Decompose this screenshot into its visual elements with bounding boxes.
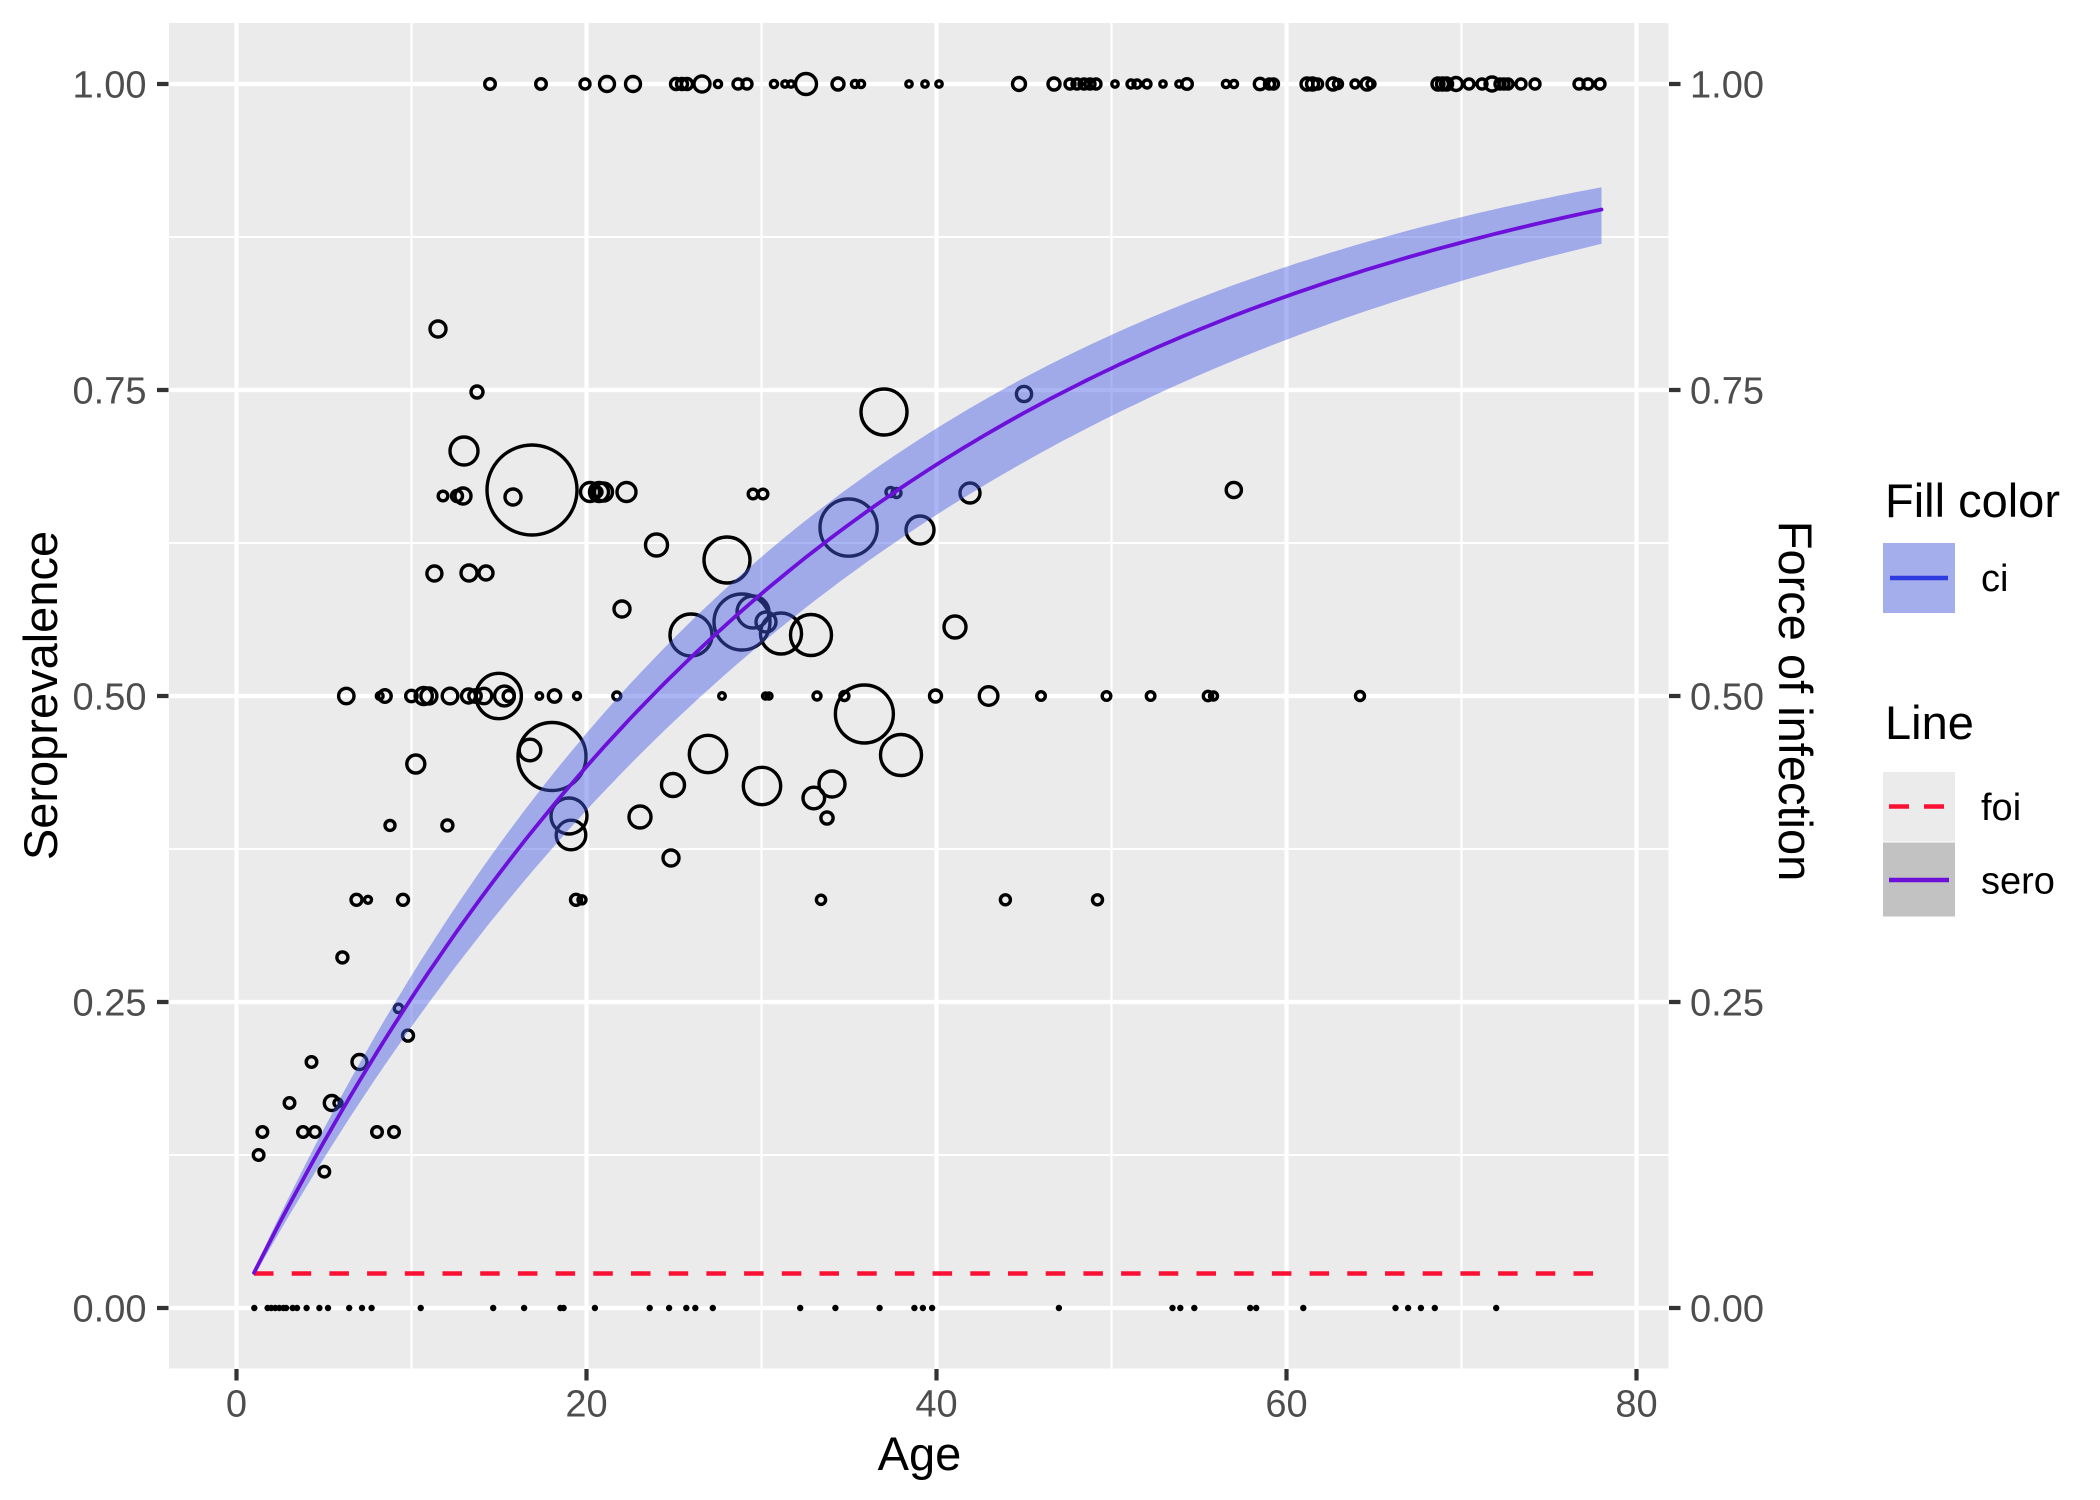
svg-text:1.00: 1.00	[73, 65, 147, 107]
svg-text:0.00: 0.00	[73, 1289, 147, 1331]
svg-text:0: 0	[226, 1384, 247, 1426]
svg-text:20: 20	[565, 1384, 607, 1426]
svg-text:0.00: 0.00	[1690, 1289, 1764, 1331]
svg-text:Fill color: Fill color	[1885, 474, 2060, 527]
svg-text:0.50: 0.50	[73, 677, 147, 719]
svg-text:0.25: 0.25	[73, 983, 147, 1025]
svg-text:0.50: 0.50	[1690, 677, 1764, 719]
svg-text:60: 60	[1265, 1384, 1307, 1426]
svg-text:1.00: 1.00	[1690, 65, 1764, 107]
svg-text:Force of infection: Force of infection	[1769, 521, 1822, 882]
svg-text:foi: foi	[1981, 787, 2021, 829]
svg-text:ci: ci	[1981, 558, 2008, 600]
svg-text:Seroprevalence: Seroprevalence	[14, 531, 67, 860]
svg-text:40: 40	[915, 1384, 957, 1426]
svg-text:Age: Age	[878, 1427, 962, 1480]
svg-text:0.25: 0.25	[1690, 983, 1764, 1025]
svg-text:sero: sero	[1981, 861, 2055, 903]
svg-text:Line: Line	[1885, 696, 1974, 749]
svg-text:0.75: 0.75	[73, 371, 147, 413]
svg-text:80: 80	[1615, 1384, 1657, 1426]
svg-text:0.75: 0.75	[1690, 371, 1764, 413]
